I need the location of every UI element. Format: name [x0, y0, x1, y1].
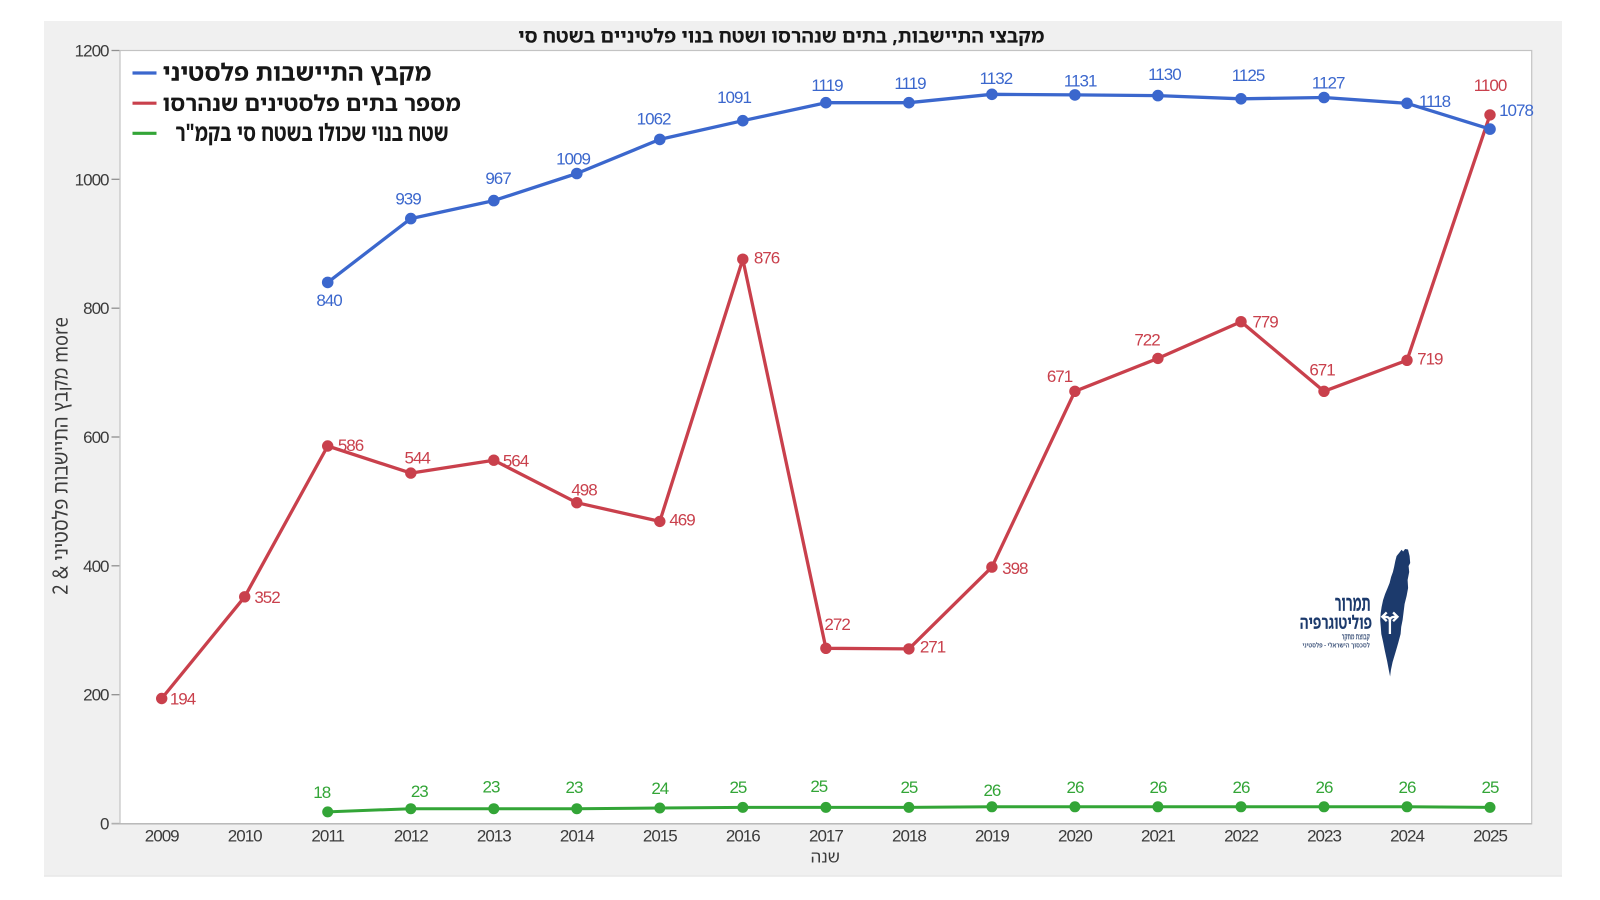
- svg-text:2013: 2013: [477, 827, 511, 846]
- svg-text:1118: 1118: [1419, 92, 1451, 111]
- svg-text:352: 352: [254, 588, 280, 607]
- svg-text:544: 544: [405, 448, 431, 467]
- svg-text:1062: 1062: [637, 109, 671, 128]
- svg-text:1130: 1130: [1148, 65, 1181, 84]
- svg-text:671: 671: [1309, 360, 1335, 379]
- svg-text:272: 272: [824, 615, 850, 634]
- svg-text:200: 200: [83, 686, 109, 705]
- svg-text:2009: 2009: [145, 827, 179, 846]
- svg-text:26: 26: [1067, 778, 1084, 797]
- svg-text:194: 194: [170, 689, 196, 708]
- svg-text:586: 586: [338, 436, 364, 455]
- svg-text:2021: 2021: [1141, 827, 1175, 846]
- svg-text:1131: 1131: [1064, 72, 1097, 91]
- svg-text:779: 779: [1252, 312, 1278, 331]
- svg-text:2015: 2015: [643, 827, 677, 846]
- svg-text:1119: 1119: [894, 74, 926, 93]
- svg-text:876: 876: [754, 248, 780, 267]
- svg-text:498: 498: [571, 480, 597, 499]
- svg-text:2011: 2011: [311, 827, 344, 846]
- svg-text:25: 25: [810, 777, 827, 796]
- svg-text:939: 939: [395, 189, 421, 208]
- svg-text:25: 25: [900, 778, 917, 797]
- svg-text:25: 25: [1482, 778, 1499, 797]
- svg-text:2022: 2022: [1224, 827, 1258, 846]
- svg-text:722: 722: [1134, 331, 1160, 350]
- svg-text:26: 26: [1233, 778, 1250, 797]
- svg-text:23: 23: [411, 782, 428, 801]
- svg-text:2018: 2018: [892, 827, 926, 846]
- svg-text:2017: 2017: [809, 827, 843, 846]
- svg-text:719: 719: [1417, 349, 1443, 368]
- svg-text:0: 0: [100, 815, 109, 834]
- svg-text:2023: 2023: [1307, 827, 1341, 846]
- svg-text:469: 469: [669, 510, 695, 529]
- svg-text:1127: 1127: [1312, 73, 1345, 92]
- svg-text:18: 18: [313, 783, 330, 802]
- svg-text:23: 23: [483, 777, 500, 796]
- svg-text:26: 26: [1399, 778, 1416, 797]
- svg-text:1132: 1132: [980, 69, 1013, 88]
- svg-text:2014: 2014: [560, 827, 594, 846]
- svg-text:2010: 2010: [228, 827, 262, 846]
- svg-text:967: 967: [485, 169, 511, 188]
- svg-text:1078: 1078: [1499, 101, 1533, 120]
- svg-text:25: 25: [729, 778, 746, 797]
- svg-text:2020: 2020: [1058, 827, 1092, 846]
- svg-text:271: 271: [920, 638, 946, 657]
- svg-text:671: 671: [1047, 367, 1073, 386]
- svg-text:2016: 2016: [726, 827, 760, 846]
- svg-text:26: 26: [983, 781, 1000, 800]
- svg-text:2019: 2019: [975, 827, 1009, 846]
- svg-text:1200: 1200: [75, 42, 109, 61]
- svg-text:26: 26: [1316, 778, 1333, 797]
- svg-text:600: 600: [83, 428, 109, 447]
- svg-text:1125: 1125: [1232, 66, 1265, 85]
- svg-text:24: 24: [651, 779, 668, 798]
- svg-text:800: 800: [83, 299, 109, 318]
- svg-text:400: 400: [83, 557, 109, 576]
- svg-text:1100: 1100: [1474, 76, 1507, 95]
- svg-text:23: 23: [566, 778, 583, 797]
- svg-text:2025: 2025: [1473, 827, 1507, 846]
- svg-text:1009: 1009: [556, 150, 590, 169]
- svg-text:2012: 2012: [394, 827, 428, 846]
- svg-text:1091: 1091: [717, 88, 751, 107]
- svg-text:398: 398: [1002, 559, 1028, 578]
- svg-text:840: 840: [316, 291, 342, 310]
- svg-text:26: 26: [1150, 778, 1167, 797]
- svg-text:2024: 2024: [1390, 827, 1424, 846]
- svg-text:1119: 1119: [811, 76, 843, 95]
- svg-text:1000: 1000: [75, 170, 109, 189]
- svg-text:564: 564: [503, 451, 529, 470]
